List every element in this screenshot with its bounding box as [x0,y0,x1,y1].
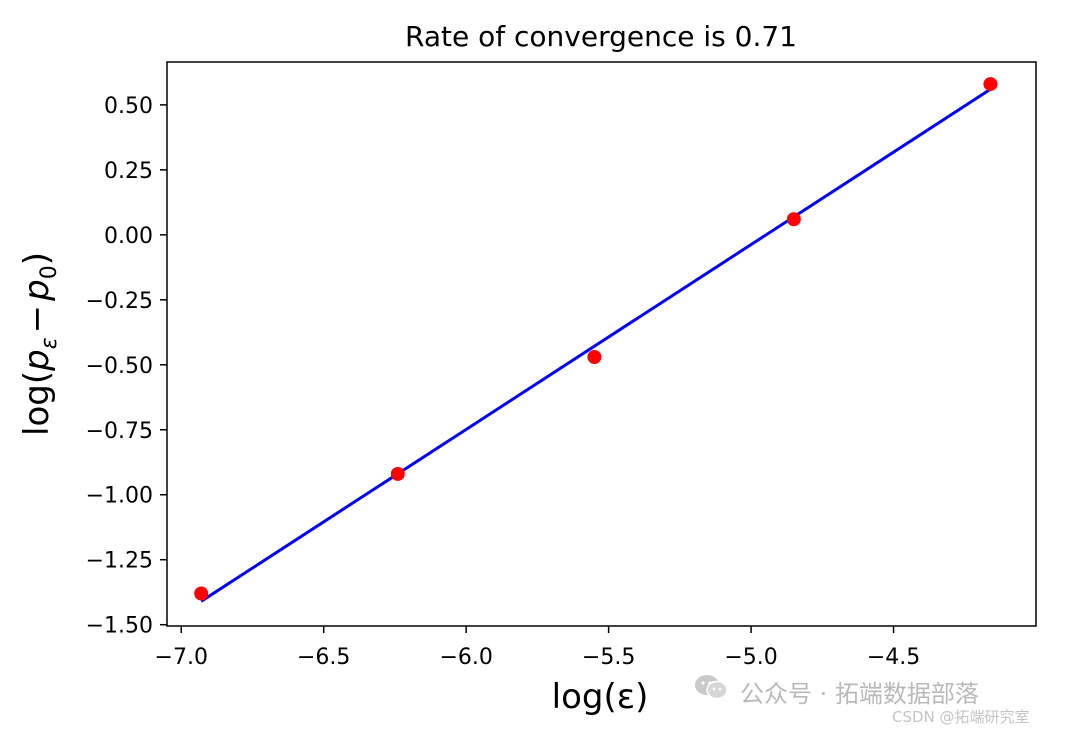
y-axis-ticks: −1.50 −1.25 −1.00 −0.75 −0.50 −0.25 0.00 0.25 0.… [86,94,167,639]
y-tick-label: 0.25 [104,159,153,184]
x-tick-label: −5.5 [582,645,635,670]
y-tick-label: −0.75 [86,419,153,444]
plot-area [194,77,998,603]
y-tick-label: −1.00 [86,484,153,509]
x-tick-label: −7.0 [155,645,208,670]
x-axis-ticks: −7.0 −6.5 −6.0 −5.5 −5.0 −4.5 [155,626,920,670]
y-tick-label: 0.00 [104,224,153,249]
x-tick-label: −6.0 [439,645,492,670]
y-tick-label: −1.50 [86,614,153,639]
plot-frame [166,61,1037,627]
data-point [587,349,602,364]
y-axis-label: log(pε−p0) [17,252,62,436]
watermark-sub: CSDN @拓端研究室 [892,708,1030,726]
y-tick-label: 0.50 [104,94,153,119]
data-point [390,466,405,481]
x-tick-label: −6.5 [297,645,350,670]
x-axis-label: log(ε) [552,677,649,717]
data-point [983,77,998,92]
y-tick-label: −1.25 [86,549,153,574]
x-tick-label: −4.5 [867,645,920,670]
y-tick-label: −0.50 [86,354,153,379]
data-point [194,586,209,601]
data-point [786,212,801,227]
watermark-main: 公众号 · 拓端数据部落 [740,680,979,708]
y-tick-label: −0.25 [86,289,153,314]
chart-title: Rate of convergence is 0.71 [405,20,797,53]
fit-line [200,88,992,603]
wechat-icon [695,675,728,700]
x-tick-label: −5.0 [724,645,777,670]
